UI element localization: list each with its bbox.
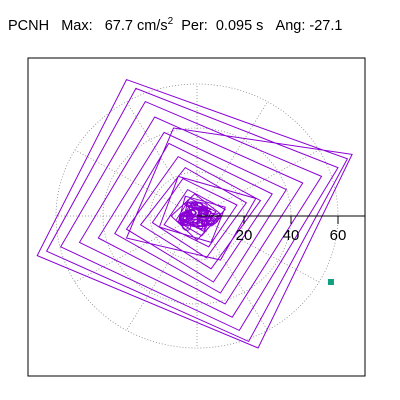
trace-core-loop: [189, 208, 197, 218]
grid-spoke: [74, 149, 198, 217]
motion-trace: [36, 78, 353, 349]
ang-value: -27.1: [309, 17, 343, 34]
max-unit-exponent: 2: [167, 16, 174, 27]
max-unit: cm/s: [136, 17, 168, 34]
end-marker: [327, 279, 334, 285]
grid-spoke: [196, 215, 268, 331]
tick-label: 20: [236, 227, 253, 244]
radial-tick-labels: 20 40 60: [236, 227, 347, 244]
tick-label: 40: [283, 227, 300, 244]
grid-spoke: [196, 149, 320, 217]
station-code: PCNH: [8, 17, 50, 34]
max-label: Max:: [61, 17, 93, 34]
trace-core-loop: [178, 212, 192, 222]
trace-core-loop: [198, 208, 209, 218]
grid-spoke: [126, 101, 198, 217]
per-value: 0.095 s: [215, 17, 264, 34]
trace-line: [36, 78, 353, 349]
tick-label: 60: [330, 227, 347, 244]
max-value: 67.7: [104, 17, 133, 34]
grid-spoke: [126, 215, 198, 331]
trace-core-loop: [193, 218, 203, 224]
grid-spoke: [196, 101, 268, 217]
plot-frame: [27, 57, 366, 377]
ang-label: Ang:: [275, 17, 306, 34]
trace-core-loop: [185, 202, 193, 208]
radial-axis: [197, 215, 365, 224]
grid-spoke: [196, 215, 320, 283]
grid-spoke: [74, 215, 198, 283]
chart-title: PCNH Max: 67.7 cm/s2 Per: 0.095 s Ang: -…: [8, 16, 342, 34]
per-label: Per:: [181, 17, 208, 34]
trace-core-loop: [197, 207, 209, 215]
